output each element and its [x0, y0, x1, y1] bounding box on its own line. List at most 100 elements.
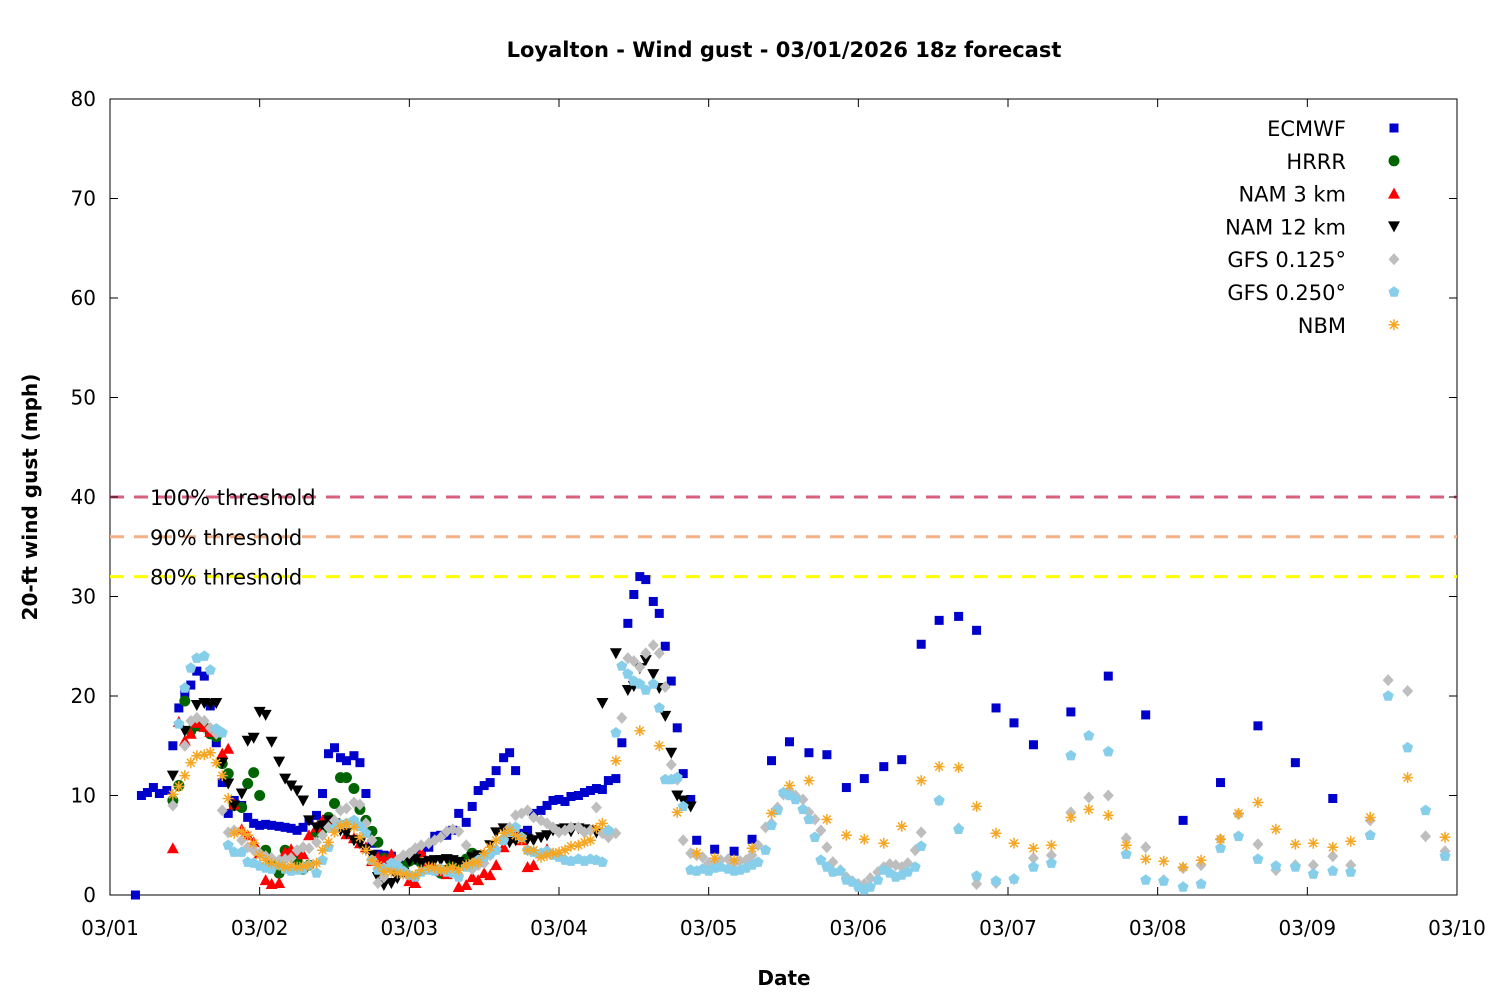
data-point — [686, 794, 696, 804]
data-point — [933, 794, 945, 806]
data-point — [1252, 853, 1264, 864]
data-point — [485, 778, 495, 788]
data-point — [1307, 868, 1319, 879]
y-tick-label: 50 — [71, 386, 96, 410]
data-point — [1402, 741, 1414, 753]
data-point — [504, 824, 516, 836]
data-point — [329, 826, 340, 838]
data-point — [640, 647, 652, 660]
data-point — [498, 827, 510, 839]
data-point — [273, 859, 285, 871]
data-point — [1420, 830, 1432, 843]
data-point — [435, 831, 447, 844]
legend-label: NAM 3 km — [1238, 183, 1346, 207]
data-point — [472, 874, 485, 886]
data-point — [423, 861, 435, 873]
data-point — [490, 827, 503, 839]
x-tick-label: 03/10 — [1428, 916, 1486, 940]
data-point — [709, 852, 721, 864]
data-point — [909, 861, 921, 872]
data-point — [460, 839, 472, 852]
data-point — [478, 847, 490, 859]
data-point — [697, 851, 709, 864]
data-point — [541, 830, 554, 842]
data-point — [1027, 852, 1039, 865]
legend-label: ECMWF — [1267, 117, 1346, 141]
data-point — [617, 738, 627, 748]
data-point — [236, 846, 248, 857]
data-point — [216, 770, 228, 782]
data-point — [453, 825, 465, 838]
data-point — [453, 864, 465, 876]
data-point — [1328, 793, 1338, 803]
legend-label: HRRR — [1286, 150, 1346, 174]
data-point — [822, 750, 832, 760]
data-point — [311, 867, 323, 878]
data-point — [198, 650, 210, 661]
data-point — [266, 857, 278, 869]
legend-label: NBM — [1298, 314, 1346, 338]
data-point — [1402, 772, 1414, 784]
data-point — [510, 829, 522, 841]
data-point — [228, 846, 240, 857]
data-point — [772, 804, 783, 816]
data-point — [916, 639, 926, 649]
data-point — [634, 678, 646, 689]
data-point — [990, 875, 1002, 886]
threshold-label: 90% threshold — [150, 526, 302, 550]
data-point — [553, 846, 565, 858]
data-point — [522, 844, 534, 856]
data-point — [130, 890, 140, 900]
data-point — [784, 780, 795, 791]
data-point — [1195, 854, 1207, 866]
data-point — [1158, 855, 1170, 867]
data-point — [554, 794, 564, 804]
data-point — [179, 739, 191, 752]
data-point — [609, 648, 622, 660]
data-point — [660, 641, 670, 651]
data-point — [1065, 811, 1077, 823]
data-point — [896, 820, 908, 832]
data-point — [260, 854, 272, 866]
y-axis-label: 20-ft wind gust (mph) — [18, 374, 42, 621]
data-point — [1120, 839, 1132, 851]
data-point — [372, 859, 384, 871]
data-point — [1045, 849, 1057, 862]
data-point — [647, 669, 660, 681]
data-point — [1178, 815, 1188, 825]
data-point — [148, 783, 158, 793]
data-point — [460, 859, 472, 871]
data-point — [222, 793, 234, 804]
data-point — [180, 688, 190, 698]
data-point — [1140, 841, 1152, 854]
data-point — [228, 827, 240, 839]
data-point — [317, 844, 328, 856]
data-point — [547, 847, 559, 859]
data-point — [653, 702, 665, 713]
data-point — [915, 826, 927, 839]
series-ecmwf — [130, 572, 1338, 900]
data-point — [510, 821, 522, 832]
data-point — [499, 753, 509, 763]
data-point — [616, 660, 628, 671]
data-point — [341, 818, 352, 830]
data-point — [610, 755, 622, 767]
data-point — [259, 709, 272, 721]
data-point — [654, 608, 664, 618]
x-tick-label: 03/04 — [530, 916, 588, 940]
data-point — [1141, 710, 1151, 720]
data-point — [378, 865, 390, 877]
data-point — [634, 661, 646, 674]
data-point — [429, 862, 441, 874]
data-point — [285, 852, 297, 865]
data-point — [479, 781, 489, 791]
data-point — [878, 837, 890, 849]
data-point — [1345, 835, 1357, 847]
data-point — [565, 821, 577, 834]
data-point — [216, 727, 228, 738]
data-point — [168, 741, 178, 751]
data-point — [192, 666, 202, 676]
data-point — [528, 844, 540, 856]
data-point — [1158, 875, 1170, 886]
